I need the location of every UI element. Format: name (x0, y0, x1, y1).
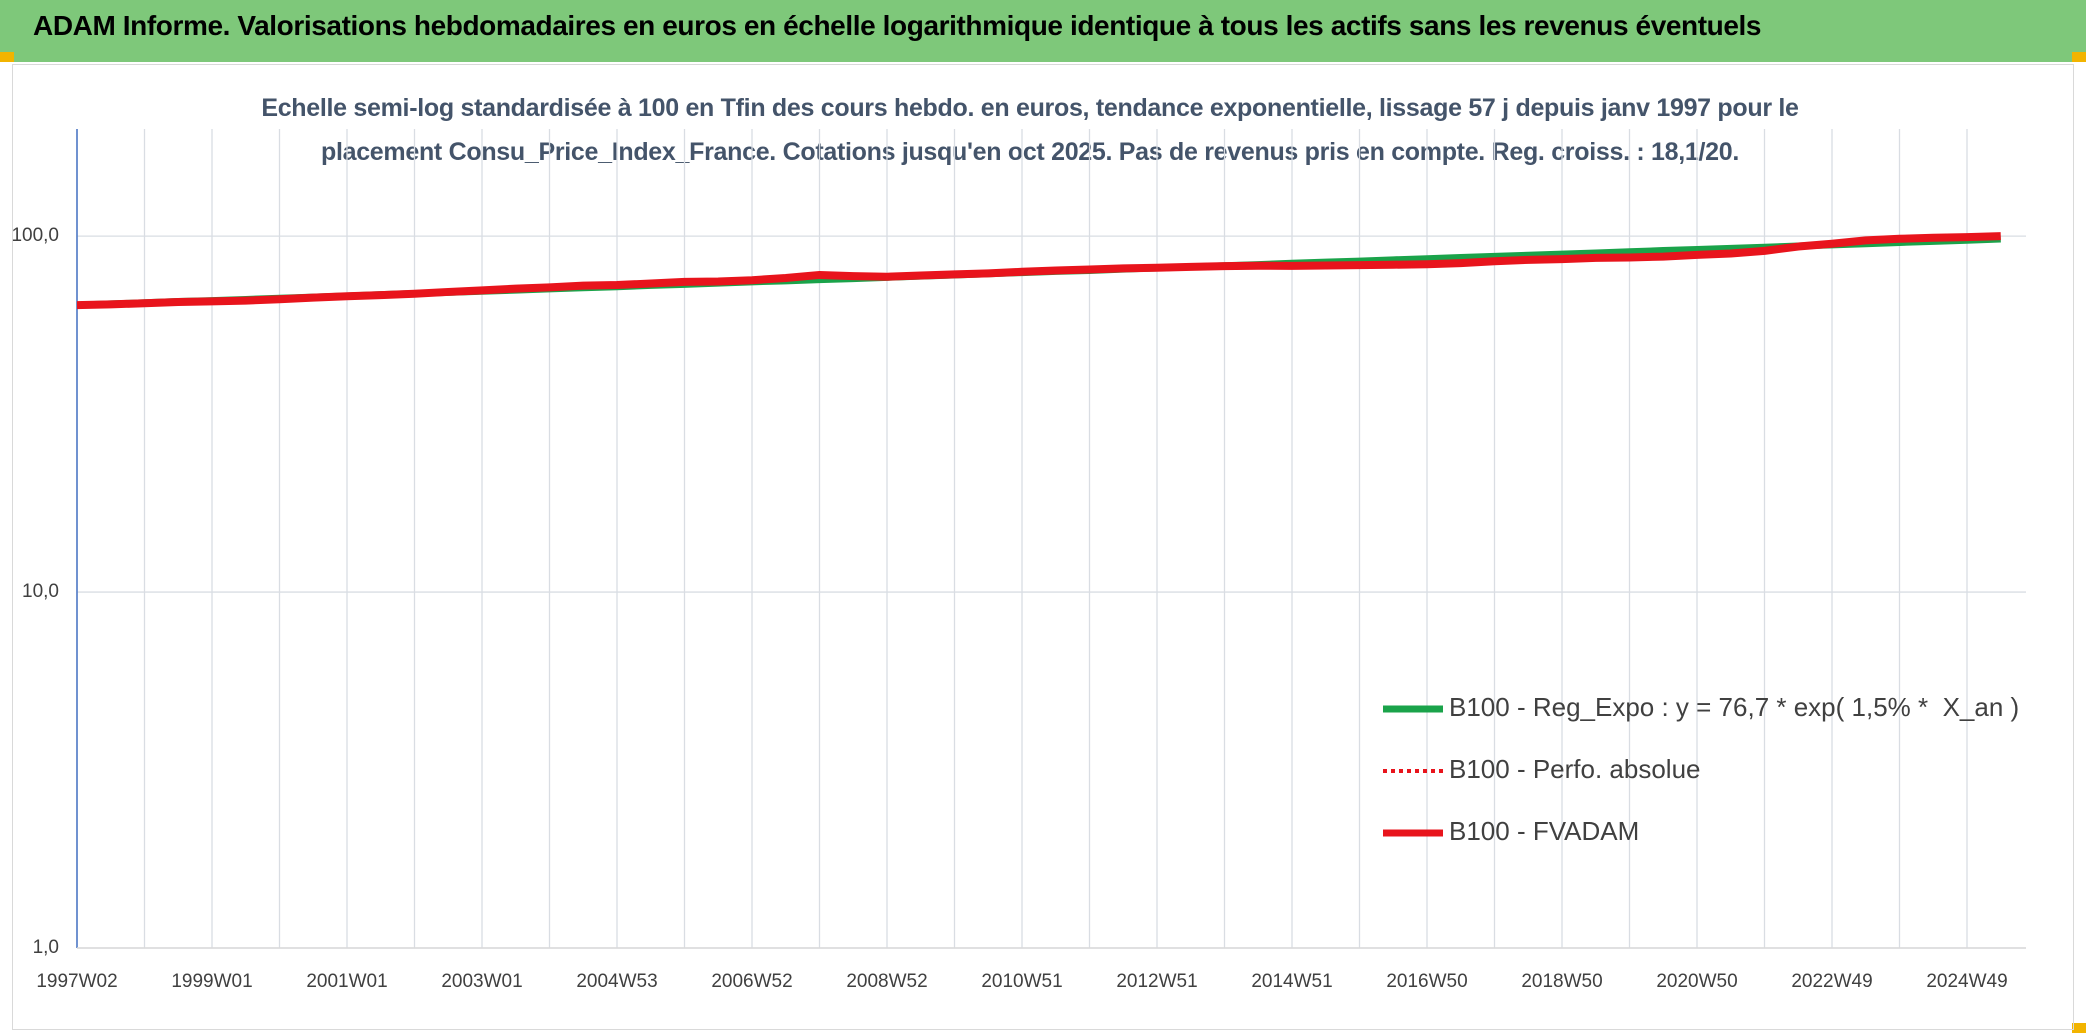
x-tick-label: 2004W53 (576, 971, 657, 992)
series-line (76, 234, 2001, 307)
x-tick-label: 2006W52 (711, 971, 792, 992)
x-tick-label: 2016W50 (1386, 971, 1467, 992)
chart-frame (12, 64, 2074, 1030)
x-tick-label: 2001W01 (306, 971, 387, 992)
y-tick-label: 1,0 (33, 937, 59, 958)
x-tick-label: 2022W49 (1791, 971, 1872, 992)
page-title: ADAM Informe. Valorisations hebdomadaire… (33, 10, 1762, 41)
y-tick-label: 100,0 (11, 225, 59, 246)
x-tick-label: 2014W51 (1251, 971, 1332, 992)
y-tick-label: 10,0 (22, 581, 59, 602)
corner-marker (2072, 52, 2086, 62)
x-tick-label: 2018W50 (1521, 971, 1602, 992)
x-tick-label: 2012W51 (1116, 971, 1197, 992)
chart-subtitle: Echelle semi-log standardisée à 100 en T… (261, 94, 1799, 166)
x-tick-label: 2008W52 (846, 971, 927, 992)
legend-label: B100 - FVADAM (1449, 816, 1639, 846)
x-tick-label: 2010W51 (981, 971, 1062, 992)
x-tick-label: 2020W50 (1656, 971, 1737, 992)
x-tick-label: 1999W01 (171, 971, 252, 992)
corner-marker (0, 52, 14, 62)
header-bar: ADAM Informe. Valorisations hebdomadaire… (0, 0, 2086, 62)
x-tick-label: 1997W02 (36, 971, 117, 992)
x-tick-label: 2024W49 (1926, 971, 2007, 992)
legend-label: B100 - Perfo. absolue (1449, 754, 1701, 784)
legend-label: B100 - Reg_Expo : y = 76,7 * exp( 1,5% *… (1449, 692, 2019, 722)
corner-marker (2072, 1023, 2086, 1033)
x-tick-label: 2003W01 (441, 971, 522, 992)
